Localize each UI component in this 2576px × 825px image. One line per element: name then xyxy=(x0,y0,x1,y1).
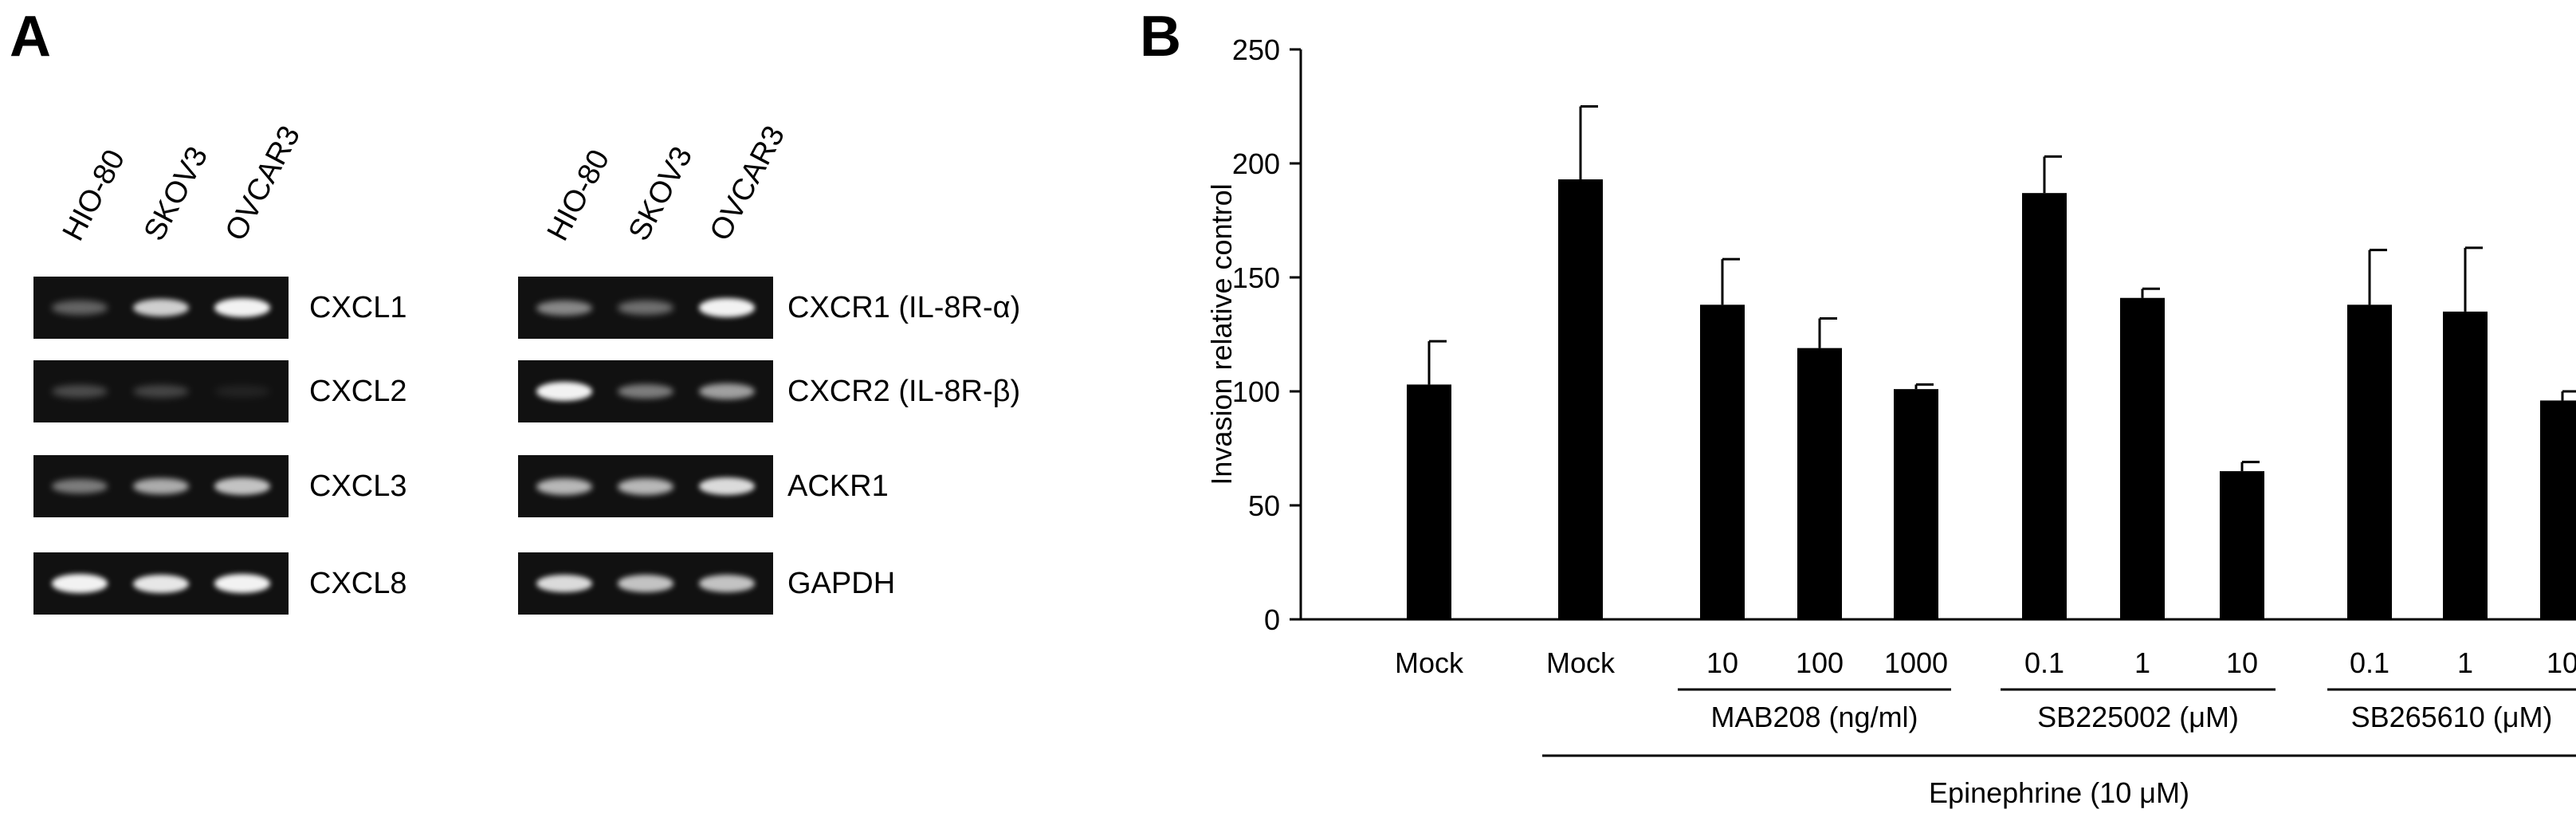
gel-band xyxy=(214,385,270,398)
right-gel-row xyxy=(518,552,773,615)
category-label: 1 xyxy=(2134,646,2150,679)
y-axis-label: Invasion relative control xyxy=(1205,183,1238,485)
gel-band xyxy=(133,477,189,495)
y-tick-label: 0 xyxy=(1264,603,1280,636)
group-label: MAB208 (ng/ml) xyxy=(1710,701,1918,733)
gel-band xyxy=(618,575,673,592)
left-gel-row xyxy=(33,360,289,422)
gel-band xyxy=(133,299,189,316)
gel-band xyxy=(52,301,108,315)
gel-band xyxy=(536,574,592,593)
gel-band xyxy=(618,477,673,495)
gel-band xyxy=(214,298,270,317)
gel-band xyxy=(618,383,673,399)
gel-band xyxy=(699,575,755,592)
panel-b-letter: B xyxy=(1140,5,1181,69)
gel-band xyxy=(52,574,108,593)
gel-band xyxy=(699,383,755,399)
right-gel-row-label: GAPDH xyxy=(787,567,896,600)
bar xyxy=(1558,179,1603,619)
right-gel-row-label: CXCR2 (IL-8R-β) xyxy=(787,375,1021,408)
bar xyxy=(2347,304,2392,619)
left-gel-row-label: CXCL8 xyxy=(309,567,407,600)
category-label: 1 xyxy=(2457,646,2473,679)
left-gel-row-label: CXCL3 xyxy=(309,469,407,503)
gel-band xyxy=(133,574,189,593)
category-label: 0.1 xyxy=(2024,646,2064,679)
left-gel-row-label: CXCL1 xyxy=(309,291,407,324)
y-tick-label: 250 xyxy=(1232,33,1280,66)
gel-band xyxy=(536,477,592,495)
left-gel-row xyxy=(33,277,289,339)
bar xyxy=(2220,471,2264,619)
gel-band xyxy=(618,301,673,315)
bar xyxy=(2120,297,2165,619)
category-label: 10 xyxy=(2226,646,2258,679)
y-tick-label: 100 xyxy=(1232,375,1280,408)
category-label: Mock xyxy=(1395,646,1464,679)
gel-band xyxy=(52,478,108,494)
bar xyxy=(1797,348,1842,619)
category-label: 10 xyxy=(1706,646,1738,679)
gel-band xyxy=(214,574,270,593)
category-label: 1000 xyxy=(1884,646,1948,679)
right-gel-row xyxy=(518,277,773,339)
y-tick-label: 200 xyxy=(1232,147,1280,180)
group-label: Epinephrine (10 μM) xyxy=(1929,776,2189,809)
gel-band xyxy=(133,384,189,399)
bar xyxy=(2022,193,2067,619)
bar xyxy=(2540,400,2576,619)
category-label: 10 xyxy=(2547,646,2576,679)
gel-band xyxy=(214,477,270,495)
right-gel-row xyxy=(518,360,773,422)
category-label: Mock xyxy=(1546,646,1616,679)
gel-band xyxy=(52,384,108,399)
bar xyxy=(1700,304,1745,619)
left-gel-row xyxy=(33,552,289,615)
gel-band xyxy=(536,300,592,316)
y-tick-label: 50 xyxy=(1248,489,1280,522)
right-gel-row-label: ACKR1 xyxy=(787,469,889,503)
bar xyxy=(1894,389,1938,619)
gel-band xyxy=(699,477,755,496)
group-label: SB265610 (μM) xyxy=(2351,701,2553,733)
bar xyxy=(2443,311,2488,619)
y-tick-label: 150 xyxy=(1232,261,1280,294)
bar xyxy=(1407,384,1451,619)
right-gel-row xyxy=(518,455,773,517)
left-gel-row xyxy=(33,455,289,517)
panel-a-letter: A xyxy=(10,5,51,69)
category-label: 0.1 xyxy=(2350,646,2389,679)
left-gel-row-label: CXCL2 xyxy=(309,375,407,408)
gel-band xyxy=(536,382,592,401)
group-label: SB225002 (μM) xyxy=(2037,701,2239,733)
category-label: 100 xyxy=(1796,646,1844,679)
right-gel-row-label: CXCR1 (IL-8R-α) xyxy=(787,291,1021,324)
gel-band xyxy=(699,298,755,317)
